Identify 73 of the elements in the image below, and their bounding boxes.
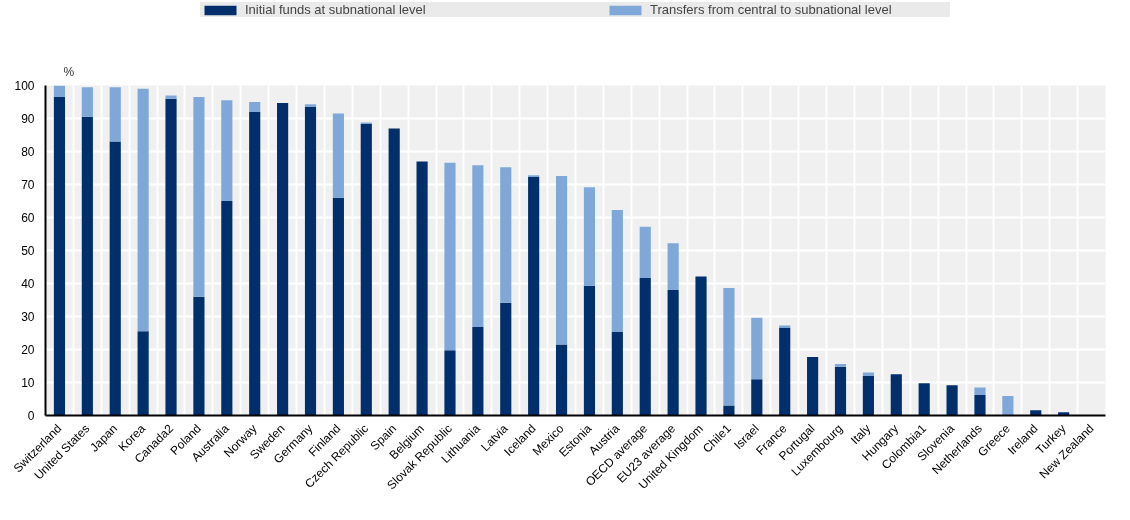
y-tick-label: 40: [21, 277, 35, 291]
bar: [165, 95, 177, 99]
bar: [667, 243, 679, 291]
y-tick-label: 80: [21, 145, 35, 159]
bar: [416, 161, 428, 416]
y-tick-label: 10: [21, 376, 35, 390]
y-tick-label: 100: [14, 79, 35, 93]
y-axis-title: %: [63, 64, 75, 79]
bar: [555, 175, 568, 345]
bar: [807, 357, 819, 416]
bar: [332, 113, 344, 198]
bar: [221, 201, 233, 416]
bar: [974, 395, 986, 416]
bar: [53, 97, 66, 416]
y-tick-label: 90: [21, 112, 35, 126]
legend-label: Transfers from central to subnational level: [650, 2, 893, 17]
bar: [165, 98, 177, 416]
bar: [751, 317, 763, 380]
bar: [695, 276, 707, 416]
bar: [388, 128, 400, 416]
bar: [583, 285, 596, 416]
bar: [277, 102, 289, 416]
bar: [862, 375, 874, 416]
bar: [974, 387, 986, 396]
y-tick-label: 20: [21, 343, 35, 357]
bar: [304, 104, 317, 107]
bar: [667, 290, 679, 416]
y-tick-label: 30: [21, 310, 35, 324]
bar: [137, 88, 149, 332]
bar: [834, 366, 847, 416]
bar: [500, 167, 512, 303]
bar: [81, 87, 93, 117]
bar: [751, 379, 763, 416]
bar: [639, 277, 651, 416]
bar: [109, 87, 121, 142]
bar: [611, 209, 623, 333]
bar: [193, 97, 205, 297]
bar: [779, 325, 791, 329]
bar: [193, 296, 205, 416]
y-tick-label: 50: [21, 244, 35, 258]
bar: [304, 106, 317, 416]
bar: [500, 302, 512, 416]
bar: [53, 85, 66, 98]
bar: [723, 288, 735, 406]
bar: [555, 344, 568, 416]
bar: [611, 332, 623, 416]
bar: [81, 116, 93, 416]
y-tick-label: 60: [21, 211, 35, 225]
bar: [444, 162, 456, 351]
y-tick-label: 70: [21, 178, 35, 192]
bar: [249, 111, 261, 416]
bar: [918, 383, 930, 416]
bar: [332, 197, 344, 416]
bar: [946, 385, 958, 416]
bar: [779, 328, 791, 416]
bar: [360, 124, 372, 416]
bar: [444, 350, 456, 416]
bar: [528, 176, 540, 416]
bar: [1030, 410, 1042, 416]
bar: [834, 364, 847, 367]
legend-label: Initial funds at subnational level: [245, 2, 427, 17]
y-tick-label: 0: [27, 409, 35, 423]
bar: [472, 165, 484, 328]
bar: [109, 141, 121, 416]
bar: [472, 327, 484, 416]
bar: [221, 100, 233, 201]
bar: [1002, 396, 1014, 416]
bar: [583, 187, 596, 286]
bar: [890, 374, 902, 416]
bar: [723, 405, 735, 416]
bar: [137, 331, 149, 416]
bar: [639, 226, 651, 278]
bar: [249, 102, 261, 112]
